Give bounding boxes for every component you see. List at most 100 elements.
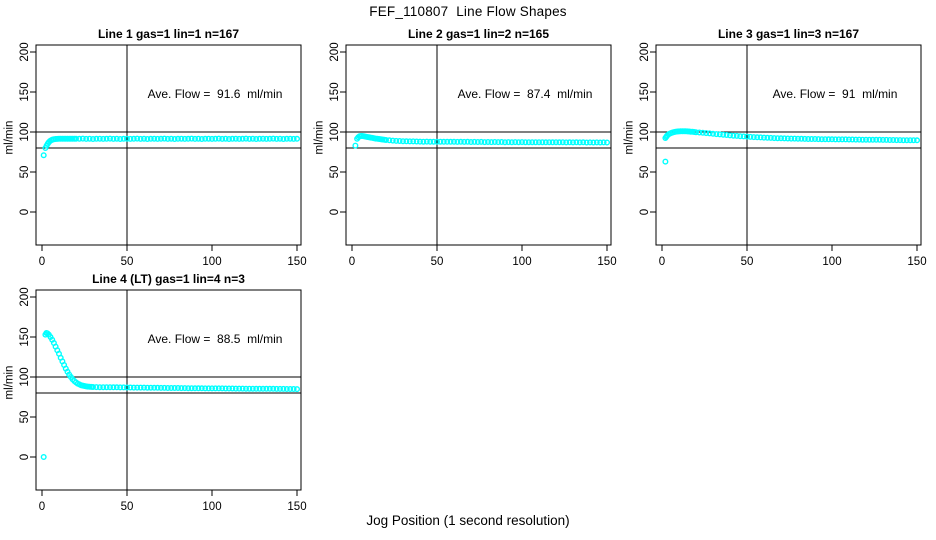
data-point bbox=[525, 139, 532, 146]
data-point bbox=[181, 135, 188, 142]
data-point bbox=[263, 135, 270, 142]
data-point bbox=[730, 132, 737, 139]
data-point bbox=[208, 385, 215, 392]
data-point bbox=[273, 385, 280, 392]
data-point bbox=[277, 135, 284, 142]
data-point bbox=[205, 385, 212, 392]
panel-4-annotation: Ave. Flow = 88.5 ml/min bbox=[147, 332, 283, 346]
panel-3-title: Line 3 gas=1 lin=3 n=167 bbox=[717, 27, 860, 41]
data-point bbox=[859, 136, 866, 143]
panel-1-ylabel: ml/min bbox=[3, 120, 16, 155]
data-point bbox=[246, 385, 253, 392]
data-point bbox=[137, 384, 144, 391]
data-point bbox=[134, 384, 141, 391]
data-point bbox=[178, 135, 185, 142]
data-point bbox=[89, 384, 96, 391]
x-tick-label: 50 bbox=[121, 501, 134, 513]
data-point bbox=[733, 132, 740, 139]
data-point bbox=[457, 138, 464, 145]
data-point bbox=[117, 384, 124, 391]
panel-2-annotation: Ave. Flow = 87.4 ml/min bbox=[457, 87, 593, 101]
data-point bbox=[208, 135, 215, 142]
data-point bbox=[754, 134, 761, 141]
data-point bbox=[856, 136, 863, 143]
data-point bbox=[583, 139, 590, 146]
data-point bbox=[93, 135, 100, 142]
data-point bbox=[522, 139, 529, 146]
data-point bbox=[788, 135, 795, 142]
data-point bbox=[266, 385, 273, 392]
data-point bbox=[256, 135, 263, 142]
panel-4-title: Line 4 (LT) gas=1 lin=4 n=3 bbox=[92, 272, 245, 286]
data-point bbox=[406, 138, 413, 145]
data-point bbox=[393, 137, 400, 144]
data-point bbox=[498, 138, 505, 145]
data-point bbox=[164, 135, 171, 142]
data-point bbox=[713, 131, 720, 138]
data-point bbox=[869, 136, 876, 143]
data-point bbox=[212, 135, 219, 142]
data-point bbox=[222, 135, 229, 142]
data-point bbox=[294, 386, 301, 393]
data-point bbox=[229, 385, 236, 392]
panel-box bbox=[655, 44, 922, 246]
data-point bbox=[829, 136, 836, 143]
data-point bbox=[846, 136, 853, 143]
data-point bbox=[740, 133, 747, 140]
data-point bbox=[290, 135, 297, 142]
data-point bbox=[130, 135, 137, 142]
x-tick-label: 50 bbox=[741, 256, 754, 268]
data-point bbox=[570, 139, 577, 146]
data-point bbox=[161, 135, 168, 142]
data-point bbox=[842, 136, 849, 143]
data-point bbox=[434, 138, 441, 145]
data-point bbox=[130, 384, 137, 391]
y-tick-label: 150 bbox=[19, 327, 31, 346]
data-point bbox=[236, 385, 243, 392]
data-point bbox=[761, 134, 768, 141]
data-point bbox=[40, 152, 47, 159]
data-point bbox=[461, 138, 468, 145]
y-tick-label: 200 bbox=[19, 287, 31, 306]
data-point bbox=[147, 135, 154, 142]
data-point bbox=[134, 135, 141, 142]
data-point bbox=[225, 135, 232, 142]
data-point bbox=[914, 137, 921, 144]
data-point bbox=[563, 139, 570, 146]
data-point bbox=[79, 135, 86, 142]
data-point bbox=[440, 138, 447, 145]
data-point bbox=[505, 139, 512, 146]
data-point bbox=[508, 139, 515, 146]
data-point bbox=[215, 135, 222, 142]
data-point bbox=[103, 135, 110, 142]
data-point bbox=[593, 139, 600, 146]
data-point bbox=[539, 139, 546, 146]
panel-1-title: Line 1 gas=1 lin=1 n=167 bbox=[97, 27, 240, 41]
data-point bbox=[512, 139, 519, 146]
data-point bbox=[890, 136, 897, 143]
data-point bbox=[290, 386, 297, 393]
data-point bbox=[205, 135, 212, 142]
data-point bbox=[117, 135, 124, 142]
data-point bbox=[839, 136, 846, 143]
y-tick-label: 50 bbox=[639, 166, 651, 179]
data-point bbox=[191, 135, 198, 142]
data-point bbox=[294, 135, 301, 142]
data-point bbox=[188, 385, 195, 392]
data-point bbox=[185, 385, 192, 392]
data-point bbox=[140, 384, 147, 391]
data-point bbox=[444, 138, 451, 145]
data-point bbox=[283, 386, 290, 393]
data-point bbox=[287, 135, 294, 142]
y-tick-label: 0 bbox=[19, 454, 31, 460]
data-point bbox=[410, 138, 417, 145]
data-point bbox=[795, 135, 802, 142]
data-point bbox=[815, 136, 822, 143]
panel-2-title: Line 2 gas=1 lin=2 n=165 bbox=[407, 27, 550, 41]
data-point bbox=[491, 138, 498, 145]
y-tick-label: 100 bbox=[19, 367, 31, 386]
data-point bbox=[437, 138, 444, 145]
data-point bbox=[154, 384, 161, 391]
data-point bbox=[202, 135, 209, 142]
data-point bbox=[590, 139, 597, 146]
